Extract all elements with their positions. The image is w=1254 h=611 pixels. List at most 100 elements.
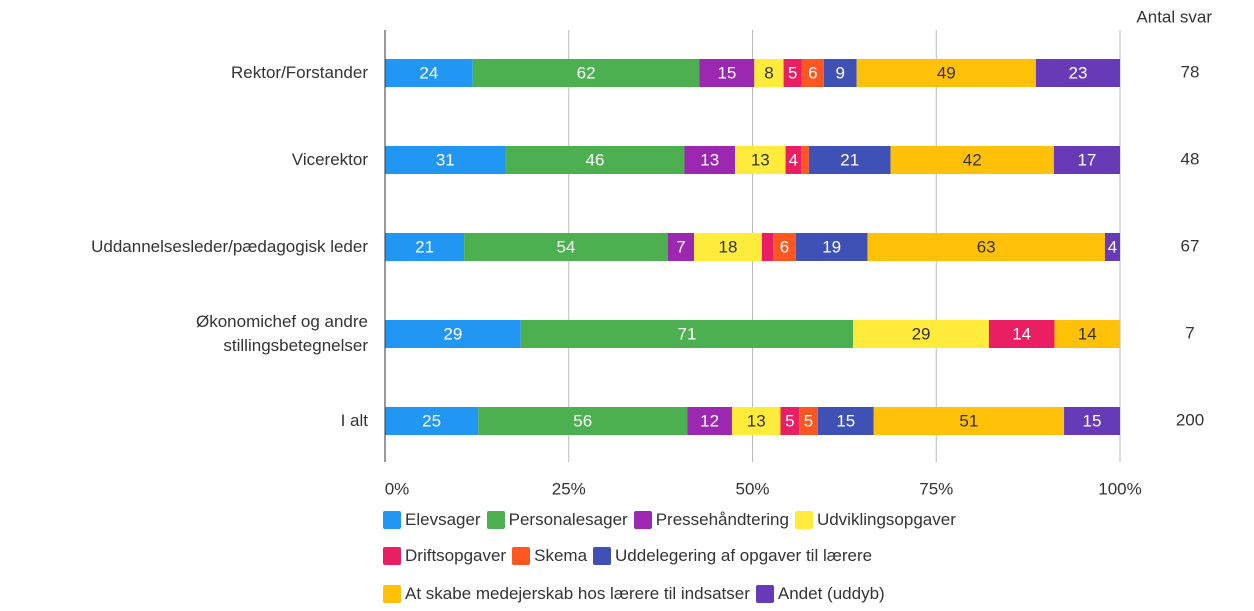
legend-label: Skema [534,546,588,565]
bar-segment [761,233,774,261]
data-label: 42 [963,150,982,169]
bar-segment [890,146,1054,174]
data-label: 29 [912,324,931,343]
legend-item: Driftsopgaver [383,546,506,566]
legend-swatch [383,511,401,529]
legend-label: Driftsopgaver [405,546,507,565]
legend-item: Udviklingsopgaver [794,510,956,530]
legend-label: Andet (uddyb) [777,584,885,603]
data-label: 15 [1083,411,1102,430]
y-tick-label: Vicerektor [291,150,368,169]
bar-segment [385,146,506,174]
bar-segment [1035,59,1120,87]
legend-swatch [383,547,401,565]
bar-segment [801,146,809,174]
bar-segment [735,146,786,174]
data-label: 6 [808,63,817,82]
legend-swatch [512,547,531,565]
data-label: 15 [836,411,855,430]
bar-segment [853,320,989,348]
data-label: 5 [785,411,794,430]
legend-item: At skabe medejerskab hos lærere til inds… [383,584,750,604]
bar-segment [520,320,854,348]
y-tick-label: Økonomichef og andre stillingsbetegnelse… [196,312,368,355]
bar-segment [1064,407,1120,435]
bar-segment [699,59,755,87]
data-label: 19 [822,237,841,256]
bar-segment [799,407,818,435]
bar-segment [988,320,1055,348]
data-label: 6 [780,237,789,256]
data-label: 63 [977,237,996,256]
bar-segment [684,146,735,174]
legend-swatch [593,547,612,565]
bar-segment [780,407,800,435]
bar-segment [773,233,796,261]
legend-row: At skabe medejerskab hos lærere til inds… [383,584,885,604]
bar-segment [731,407,781,435]
bar-segment [472,59,700,87]
data-label: 46 [586,150,605,169]
data-label: 13 [700,150,719,169]
data-label: 15 [717,63,736,82]
data-label: 4 [1108,237,1117,256]
bar-segment [801,59,824,87]
data-label: 62 [577,63,596,82]
data-label: 56 [573,411,592,430]
legend-label: Pressehåndtering [655,510,789,529]
data-label: 7 [676,237,685,256]
legend-swatch [633,511,652,529]
data-label: 17 [1077,150,1096,169]
count-label: 78 [1181,62,1200,81]
data-label: 12 [700,411,719,430]
data-label: 4 [789,150,798,169]
data-label: 5 [804,411,813,430]
data-label: 9 [836,63,845,82]
data-label: 21 [840,150,859,169]
legend-item: Pressehåndtering [633,510,789,530]
count-label: 7 [1185,323,1194,342]
bar-segment [823,59,857,87]
data-label: 18 [719,237,738,256]
count-label: 200 [1176,410,1204,429]
y-tick-label: Uddannelsesleder/pædagogisk leder [91,237,368,256]
bar-segment [385,320,521,348]
x-tick-label: 0% [385,479,410,498]
legend-item: Elevsager [383,510,481,530]
data-label: 21 [415,237,434,256]
data-label: 23 [1068,63,1087,82]
x-tick-label: 50% [735,479,769,498]
legend-item: Uddelegering af opgaver til lærere [593,546,872,566]
legend-row: Driftsopgaver Skema Uddelegering af opgave… [383,546,872,566]
bar-segment [464,233,668,261]
y-tick-label: I alt [340,411,368,430]
bar-segment [856,59,1036,87]
data-label: 71 [677,324,696,343]
legend-item: Personalesager [486,510,628,530]
bar-segment [785,146,802,174]
legend-row: Elevsager Personalesager Pressehåndtering U… [383,510,956,530]
bar-segment [1054,320,1120,348]
legend-label: Uddelegering af opgaver til lærere [615,546,873,565]
bar-segment [795,233,868,261]
bar-segment [385,59,473,87]
bar-segment [667,233,695,261]
legend-item: Skema [512,546,587,566]
data-label: 14 [1078,324,1097,343]
legend-label: Udviklingsopgaver [816,510,956,529]
bar-segment [1053,146,1120,174]
bar-segment [687,407,732,435]
x-tick-label: 75% [919,479,953,498]
bar-segment [808,146,891,174]
data-label: 13 [747,411,766,430]
data-label: 24 [419,63,438,82]
data-label: 31 [436,150,455,169]
data-label: 51 [959,411,978,430]
count-label: 48 [1181,149,1200,168]
y-tick-label: Rektor/Forstander [231,63,368,82]
count-header: Antal svar [1136,7,1212,26]
legend-item: Andet (uddyb) [755,584,885,604]
bar-segment [867,233,1105,261]
bar-segment [754,59,784,87]
